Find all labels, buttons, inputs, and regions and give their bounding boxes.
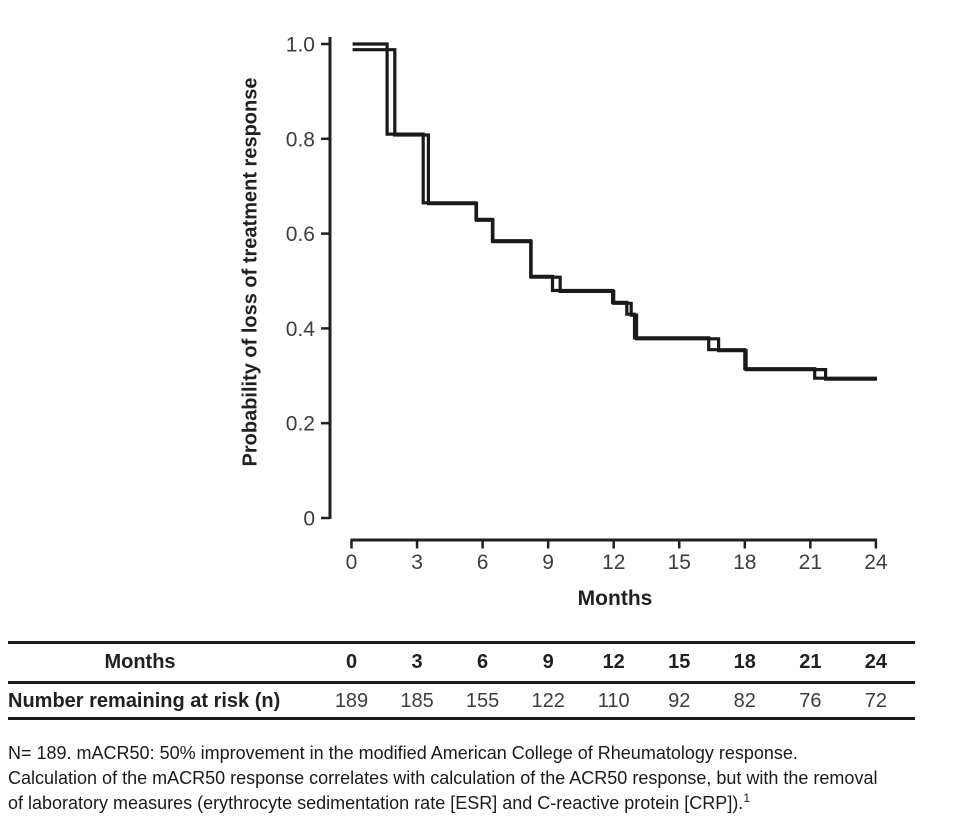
risk-table-header-row: 0 3 6 9 12 15 18 21 24 (0, 651, 956, 677)
x-tick-label: 12 (602, 551, 625, 574)
risk-table-value-row: 189 185 155 122 110 92 82 76 72 (0, 690, 956, 716)
risk-value: 82 (733, 690, 756, 712)
risk-table-row-label: Number remaining at risk (n) (8, 690, 281, 712)
risk-value: 189 (334, 690, 369, 712)
y-tick-label: 0.8 (286, 128, 315, 151)
y-tick-label: 0.4 (286, 318, 316, 341)
km-chart: 1.0 0.8 0.6 0.4 0.2 0 0 3 6 9 12 15 18 21 24 (286, 34, 888, 575)
x-tick-label: 21 (799, 551, 822, 574)
risk-month-header: 12 (602, 651, 625, 673)
footnote-line-1: N= 189. mACR50: 50% improvement in the m… (8, 743, 798, 763)
y-tick-label: 1.0 (286, 34, 315, 57)
y-tick-label: 0.2 (286, 413, 315, 436)
risk-value: 76 (799, 690, 822, 712)
risk-month-header: 21 (799, 651, 822, 673)
risk-table-header-label: Months (104, 651, 176, 673)
risk-month-header: 24 (864, 651, 888, 673)
risk-value: 185 (400, 690, 434, 712)
table-rule-top (8, 641, 915, 644)
risk-value: 122 (531, 690, 565, 712)
risk-month-header: 9 (542, 651, 554, 673)
risk-month-header: 18 (733, 651, 756, 673)
x-tick-label: 3 (411, 551, 423, 574)
risk-value: 155 (465, 690, 500, 712)
y-axis-title: Probability of loss of treatment respons… (239, 77, 262, 467)
y-tick-label: 0 (303, 508, 315, 531)
table-rule-bottom (8, 717, 915, 720)
x-tick-label: 15 (668, 551, 691, 574)
footnote-line-3: of laboratory measures (erythrocyte sedi… (8, 791, 952, 816)
x-tick-label: 9 (542, 551, 554, 574)
risk-value: 92 (668, 690, 691, 712)
risk-month-header: 15 (668, 651, 691, 673)
risk-month-header: 3 (411, 651, 423, 673)
table-rule-middle (8, 681, 915, 684)
x-tick-label: 24 (864, 551, 888, 574)
x-tick-label: 6 (477, 551, 489, 574)
footnote-line-3-text: of laboratory measures (erythrocyte sedi… (8, 793, 744, 813)
footnote: N= 189. mACR50: 50% improvement in the m… (8, 741, 952, 816)
risk-month-header: 0 (345, 651, 358, 673)
x-tick-label: 0 (346, 551, 358, 574)
footnote-line-2: Calculation of the mACR50 response corre… (8, 768, 878, 788)
y-tick-label: 0.6 (286, 223, 315, 246)
x-tick-label: 18 (733, 551, 756, 574)
footnote-reference-superscript: 1 (743, 791, 750, 805)
risk-month-header: 6 (477, 651, 489, 673)
risk-value: 72 (864, 690, 888, 712)
risk-value: 110 (597, 690, 630, 712)
km-curve-a (352, 42, 877, 380)
km-curve-b (352, 48, 877, 381)
x-axis-title: Months (577, 587, 653, 610)
